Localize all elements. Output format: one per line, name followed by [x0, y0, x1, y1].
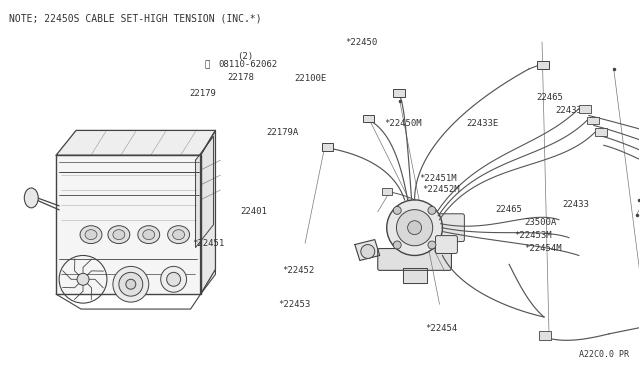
Circle shape [126, 279, 136, 289]
Text: *22454: *22454 [425, 324, 458, 333]
Circle shape [161, 266, 187, 292]
Circle shape [393, 241, 401, 249]
Text: 22179A: 22179A [266, 128, 298, 137]
Circle shape [428, 206, 436, 214]
Text: *22451: *22451 [193, 239, 225, 248]
Text: *22452M: *22452M [422, 185, 460, 194]
Circle shape [387, 200, 442, 256]
Bar [539, 331, 551, 340]
Ellipse shape [80, 226, 102, 244]
Bar [595, 128, 607, 137]
Text: 22178: 22178 [228, 73, 255, 81]
Text: *22453: *22453 [278, 300, 311, 309]
Circle shape [393, 206, 401, 214]
Text: *22453M: *22453M [515, 231, 552, 240]
Text: *22451M: *22451M [419, 174, 456, 183]
FancyBboxPatch shape [435, 235, 458, 253]
Text: 23500A: 23500A [524, 218, 556, 227]
Ellipse shape [108, 226, 130, 244]
FancyBboxPatch shape [438, 214, 465, 241]
Polygon shape [56, 131, 216, 155]
FancyBboxPatch shape [378, 248, 451, 270]
Bar [363, 115, 374, 122]
Bar [579, 105, 591, 113]
Circle shape [428, 241, 436, 249]
Circle shape [396, 210, 433, 246]
Circle shape [113, 266, 148, 302]
Text: NOTE; 22450S CABLE SET-HIGH TENSION (INC.*): NOTE; 22450S CABLE SET-HIGH TENSION (INC… [10, 13, 262, 23]
Text: *22452: *22452 [282, 266, 314, 275]
Text: 22401: 22401 [241, 207, 268, 217]
Polygon shape [403, 268, 426, 283]
Bar [322, 143, 333, 151]
Text: A22C0.0 PR: A22C0.0 PR [579, 350, 628, 359]
Polygon shape [196, 137, 214, 247]
Ellipse shape [24, 188, 38, 208]
Text: 22433: 22433 [556, 106, 582, 115]
Bar [587, 116, 599, 125]
Text: 22465: 22465 [495, 205, 522, 215]
Text: *22450M: *22450M [384, 119, 421, 128]
Text: 22433: 22433 [562, 200, 589, 209]
Circle shape [119, 272, 143, 296]
Ellipse shape [138, 226, 160, 244]
Text: 22465: 22465 [537, 93, 564, 102]
Circle shape [408, 221, 422, 235]
Text: 22433E: 22433E [467, 119, 499, 128]
Text: 22179: 22179 [189, 89, 216, 98]
Polygon shape [56, 155, 200, 294]
Text: Ⓑ: Ⓑ [204, 60, 209, 70]
Bar [381, 188, 392, 195]
Circle shape [361, 244, 375, 259]
Ellipse shape [173, 230, 184, 240]
Text: 08110-62062: 08110-62062 [218, 60, 277, 70]
Polygon shape [200, 131, 216, 294]
Ellipse shape [168, 226, 189, 244]
Ellipse shape [85, 230, 97, 240]
Ellipse shape [113, 230, 125, 240]
Text: (2): (2) [237, 52, 253, 61]
Text: *22454M: *22454M [524, 244, 561, 253]
Polygon shape [355, 240, 380, 260]
Text: *22450: *22450 [346, 38, 378, 46]
Circle shape [166, 272, 180, 286]
Bar [537, 61, 549, 69]
Bar [393, 89, 404, 97]
Circle shape [77, 273, 89, 285]
Ellipse shape [143, 230, 155, 240]
Text: 22100E: 22100E [294, 74, 327, 83]
